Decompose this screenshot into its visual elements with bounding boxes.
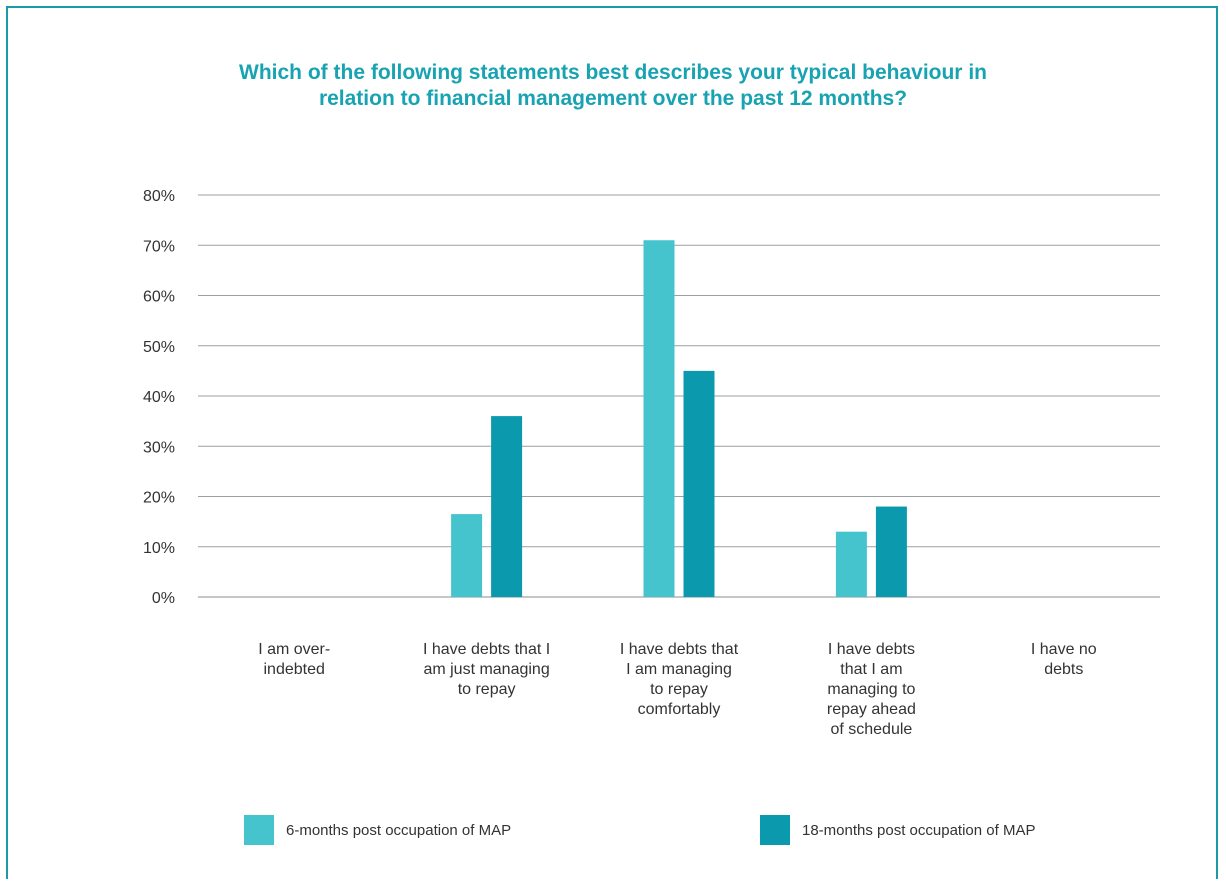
x-category-label-line: I have debts <box>828 641 915 658</box>
x-category-label-line: am just managing <box>423 661 549 678</box>
chart-title: Which of the following statements best d… <box>150 60 1076 112</box>
legend-swatch-6-months <box>244 815 274 845</box>
x-category-label-line: debts <box>1044 661 1083 678</box>
bar-18-months <box>875 506 907 597</box>
x-category-label: I have debts that I am managing to repay ah… <box>827 641 916 738</box>
x-category-label-line: I am managing <box>626 661 732 678</box>
x-category-label: I have debts that I am managing to repay co… <box>620 641 739 718</box>
x-category-label-line: to repay <box>458 681 516 698</box>
x-category-label-line: repay ahead <box>827 701 916 718</box>
x-category-label-line: to repay <box>650 681 708 698</box>
bar-6-months <box>643 240 675 597</box>
bar-6-months <box>451 514 483 597</box>
x-category-label: I have no debts <box>1031 641 1097 678</box>
y-tick-label: 70% <box>143 238 175 255</box>
x-category-label-line: of schedule <box>830 721 912 738</box>
x-category-label-line: managing to <box>827 681 915 698</box>
y-tick-label: 60% <box>143 289 175 306</box>
x-category-label-line: I have no <box>1031 641 1097 658</box>
x-category-label: I am over-indebted <box>258 641 330 678</box>
legend-swatch-18-months <box>760 815 790 845</box>
bar-6-months <box>835 531 867 597</box>
legend-label-6-months: 6-months post occupation of MAP <box>286 821 512 839</box>
x-category-label-line: comfortably <box>638 701 721 718</box>
y-tick-label: 20% <box>143 490 175 507</box>
y-tick-label: 40% <box>143 389 175 406</box>
x-category-label-line: that I am <box>840 661 902 678</box>
chart-title-line-2: relation to financial management over th… <box>318 87 908 110</box>
x-category-label: I have debts that I am just managing to re… <box>423 641 550 698</box>
y-tick-label: 50% <box>143 339 175 356</box>
x-category-label-line: I have debts that I <box>423 641 550 658</box>
chart-title-line-1: Which of the following statements best d… <box>239 61 987 84</box>
legend-label-18-months: 18-months post occupation of MAP <box>802 821 1036 839</box>
x-category-label-line: indebted <box>264 661 325 678</box>
y-tick-label: 10% <box>143 540 175 557</box>
x-category-label-line: I have debts that <box>620 641 739 658</box>
chart-frame <box>6 6 1218 879</box>
bar-18-months <box>683 370 715 597</box>
bar-18-months <box>491 416 523 597</box>
y-tick-label: 80% <box>143 188 175 205</box>
legend-item-18-months: 18-months post occupation of MAP <box>760 815 1035 845</box>
legend-item-6-months: 6-months post occupation of MAP <box>244 815 511 845</box>
y-tick-label: 30% <box>143 439 175 456</box>
x-category-label-line: I am over- <box>258 641 330 658</box>
y-tick-label: 0% <box>152 590 175 607</box>
